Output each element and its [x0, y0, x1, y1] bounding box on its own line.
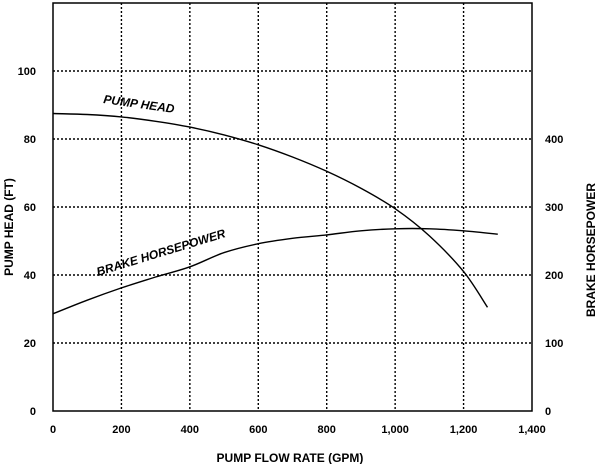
grid-lines [53, 3, 532, 411]
series-label-pump-head: PUMP HEAD [103, 92, 176, 116]
y-tick-label: 60 [24, 202, 36, 214]
y2-axis-title: BRAKE HORSEPOWER [584, 183, 598, 317]
pump-head-curve [52, 112, 489, 308]
y-axis-title: PUMP HEAD (FT) [2, 178, 16, 276]
y-tick-label: 100 [18, 66, 36, 78]
y2-tick-label: 200 [545, 270, 563, 282]
series-group [52, 112, 498, 315]
y-tick-label: 0 [30, 406, 36, 418]
x-tick-label: 1,400 [518, 424, 546, 436]
y-tick-label: 80 [24, 134, 36, 146]
y2-tick-label: 400 [545, 134, 563, 146]
x-tick-label: 0 [50, 424, 56, 436]
x-tick-label: 600 [249, 424, 267, 436]
y2-tick-label: 100 [545, 338, 563, 350]
y2-tick-label: 0 [545, 406, 551, 418]
y-tick-label: 40 [24, 270, 36, 282]
y2-tick-label: 300 [545, 202, 563, 214]
y-tick-label: 20 [24, 338, 36, 350]
x-tick-label: 1,200 [450, 424, 478, 436]
x-tick-label: 200 [112, 424, 130, 436]
series-label-brake-horsepower: BRAKE HORSEPOWER [95, 226, 228, 279]
x-tick-label: 400 [181, 424, 199, 436]
x-tick-label: 1,000 [381, 424, 409, 436]
tick-labels: 0 200 400 600 800 1,000 1,200 1,400 0 20 40 60 80 100… [18, 66, 564, 436]
plot-area-frame [52, 2, 533, 412]
x-axis-title: PUMP FLOW RATE (GPM) [217, 451, 364, 464]
x-tick-label: 800 [318, 424, 336, 436]
brake-horsepower-curve [52, 227, 498, 315]
